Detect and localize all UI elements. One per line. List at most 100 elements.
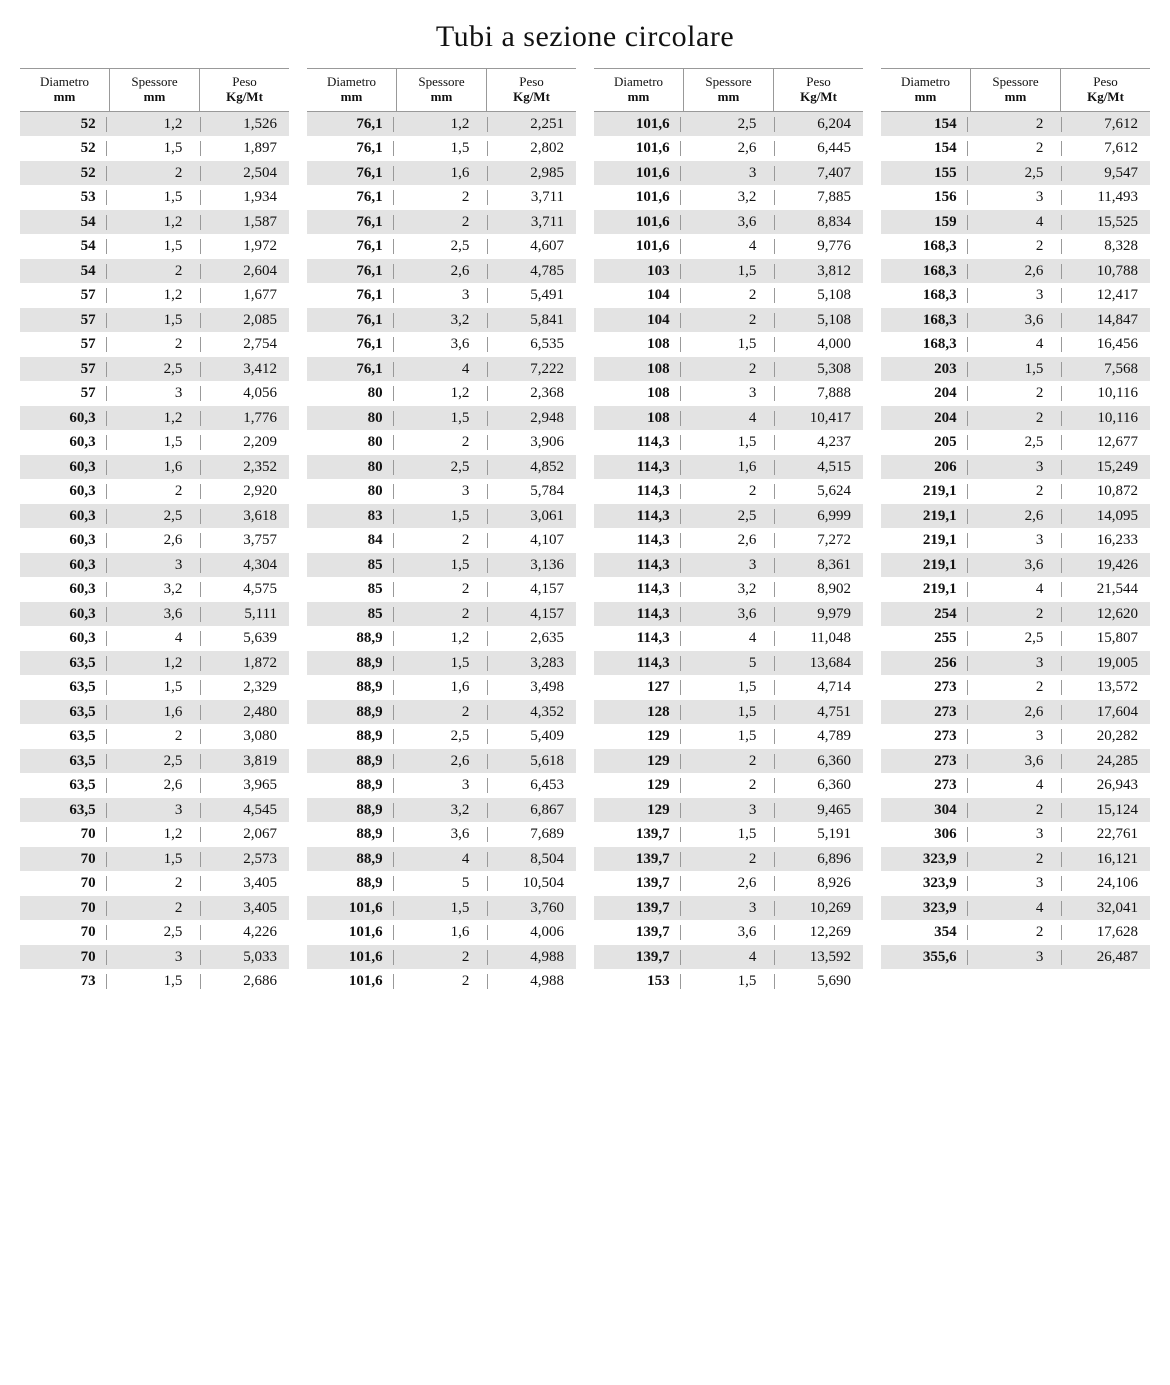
table-row: 254212,620 [881, 602, 1150, 627]
cell-spessore: 2 [967, 680, 1062, 695]
cell-spessore: 3 [680, 558, 775, 573]
cell-diametro: 154 [881, 117, 967, 132]
cell-peso: 1,897 [200, 141, 289, 156]
cell-spessore: 1,5 [106, 313, 201, 328]
cell-spessore: 2,5 [680, 117, 775, 132]
column-header: DiametrommSpessoremmPesoKg/Mt [881, 69, 1150, 112]
cell-peso: 2,352 [200, 460, 289, 475]
cell-peso: 17,604 [1061, 705, 1150, 720]
cell-spessore: 2,6 [680, 876, 775, 891]
cell-spessore: 3,2 [106, 582, 201, 597]
data-column: DiametrommSpessoremmPesoKg/Mt15427,61215… [881, 68, 1150, 994]
cell-diametro: 168,3 [881, 313, 967, 328]
cell-spessore: 4 [967, 901, 1062, 916]
cell-spessore: 3 [106, 558, 201, 573]
table-row: 101,637,407 [594, 161, 863, 186]
cell-peso: 2,329 [200, 680, 289, 695]
table-row: 88,91,22,635 [307, 626, 576, 651]
cell-diametro: 88,9 [307, 680, 393, 695]
cell-spessore: 3 [967, 460, 1062, 475]
table-row: 63,51,52,329 [20, 675, 289, 700]
cell-spessore: 3,2 [680, 582, 775, 597]
cell-diametro: 60,3 [20, 435, 106, 450]
header-label-bottom: mm [596, 90, 681, 105]
cell-spessore: 2 [106, 876, 201, 891]
cell-spessore: 1,5 [680, 827, 775, 842]
cell-diametro: 70 [20, 901, 106, 916]
cell-spessore: 3 [967, 288, 1062, 303]
cell-peso: 2,754 [200, 337, 289, 352]
cell-diametro: 114,3 [594, 656, 680, 671]
cell-diametro: 101,6 [307, 950, 393, 965]
header-label-bottom: mm [22, 90, 107, 105]
table-row: 168,328,328 [881, 234, 1150, 259]
cell-diametro: 60,3 [20, 533, 106, 548]
cell-peso: 4,607 [487, 239, 576, 254]
cell-diametro: 60,3 [20, 607, 106, 622]
cell-peso: 5,191 [774, 827, 863, 842]
table-row: 63,52,63,965 [20, 773, 289, 798]
cell-spessore: 2,5 [106, 754, 201, 769]
cell-peso: 6,360 [774, 778, 863, 793]
cell-peso: 6,535 [487, 337, 576, 352]
table-row: 108410,417 [594, 406, 863, 431]
cell-spessore: 2,6 [680, 533, 775, 548]
header-label-bottom: mm [973, 90, 1058, 105]
cell-diametro: 168,3 [881, 264, 967, 279]
table-row: 60,32,63,757 [20, 528, 289, 553]
cell-spessore: 1,6 [680, 460, 775, 475]
cell-diametro: 101,6 [594, 117, 680, 132]
table-row: 101,62,56,204 [594, 112, 863, 137]
cell-diametro: 114,3 [594, 484, 680, 499]
cell-diametro: 206 [881, 460, 967, 475]
cell-spessore: 2 [680, 313, 775, 328]
cell-diametro: 108 [594, 362, 680, 377]
cell-diametro: 114,3 [594, 607, 680, 622]
table-row: 88,924,352 [307, 700, 576, 725]
cell-peso: 2,480 [200, 705, 289, 720]
cell-peso: 4,852 [487, 460, 576, 475]
cell-spessore: 1,2 [106, 411, 201, 426]
cell-diametro: 70 [20, 852, 106, 867]
table-row: 88,91,53,283 [307, 651, 576, 676]
cell-peso: 3,498 [487, 680, 576, 695]
cell-spessore: 1,5 [393, 509, 488, 524]
cell-spessore: 1,5 [680, 435, 775, 450]
cell-diametro: 129 [594, 803, 680, 818]
table-row: 8424,107 [307, 528, 576, 553]
header-cell: Spessoremm [396, 69, 486, 111]
cell-diametro: 63,5 [20, 803, 106, 818]
table-row: 531,51,934 [20, 185, 289, 210]
cell-spessore: 3,6 [967, 313, 1062, 328]
cell-diametro: 153 [594, 974, 680, 989]
cell-peso: 2,085 [200, 313, 289, 328]
header-cell: Diametromm [594, 69, 683, 111]
cell-diametro: 57 [20, 313, 106, 328]
table-row: 114,338,361 [594, 553, 863, 578]
cell-spessore: 2,5 [393, 460, 488, 475]
cell-diametro: 273 [881, 680, 967, 695]
cell-spessore: 4 [680, 950, 775, 965]
cell-peso: 4,237 [774, 435, 863, 450]
cell-peso: 2,802 [487, 141, 576, 156]
header-label-top: Diametro [883, 75, 968, 90]
cell-peso: 2,251 [487, 117, 576, 132]
cell-diametro: 101,6 [307, 925, 393, 940]
cell-spessore: 2,6 [393, 264, 488, 279]
cell-peso: 24,106 [1061, 876, 1150, 891]
cell-peso: 16,121 [1061, 852, 1150, 867]
table-row: 7023,405 [20, 896, 289, 921]
cell-peso: 7,222 [487, 362, 576, 377]
cell-diametro: 101,6 [594, 166, 680, 181]
cell-spessore: 4 [967, 778, 1062, 793]
cell-spessore: 3 [967, 533, 1062, 548]
table-row: 2052,512,677 [881, 430, 1150, 455]
table-row: 2552,515,807 [881, 626, 1150, 651]
cell-peso: 5,841 [487, 313, 576, 328]
cell-peso: 3,136 [487, 558, 576, 573]
table-row: 76,135,491 [307, 283, 576, 308]
cell-diametro: 168,3 [881, 288, 967, 303]
cell-peso: 4,304 [200, 558, 289, 573]
cell-diametro: 159 [881, 215, 967, 230]
table-row: 7023,405 [20, 871, 289, 896]
